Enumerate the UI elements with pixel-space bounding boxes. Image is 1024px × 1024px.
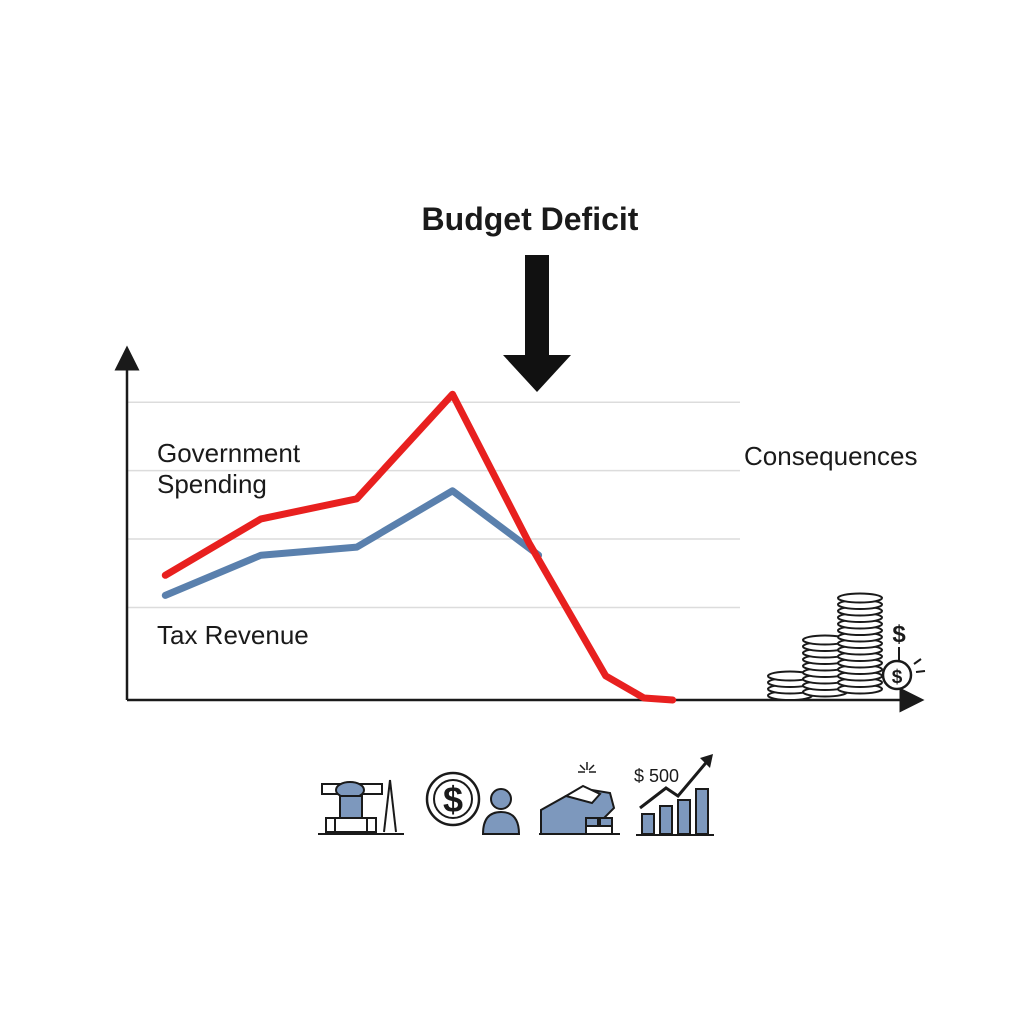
dollar-coin-icon: $ $ bbox=[881, 621, 926, 691]
dollar-sign-text: $ bbox=[892, 621, 906, 648]
government-building-icon bbox=[318, 779, 404, 835]
deficit-arrow-icon bbox=[503, 255, 571, 392]
factory-icon bbox=[539, 762, 620, 835]
coin-2-0 bbox=[837, 592, 883, 604]
series-line-government-spending bbox=[161, 390, 677, 704]
series-label-tax-revenue: Tax Revenue bbox=[157, 620, 309, 650]
series-label-government-spending: Government Spending bbox=[157, 438, 307, 499]
dollar-person-icon: $ bbox=[425, 771, 521, 835]
series-line-tax-revenue bbox=[161, 487, 543, 599]
series-label-line-1: Government bbox=[157, 438, 301, 468]
growth-chart-icon: $ 500 bbox=[634, 754, 714, 836]
coin-stacks-icon bbox=[767, 592, 883, 701]
growth-amount-text: $ 500 bbox=[634, 766, 679, 786]
series-label-line-2: Spending bbox=[157, 469, 267, 499]
annotation-consequences: Consequences bbox=[744, 441, 917, 471]
chart-title: Budget Deficit bbox=[422, 201, 639, 237]
person-dollar-text: $ bbox=[443, 779, 463, 820]
coin-dollar-text: $ bbox=[892, 667, 903, 688]
